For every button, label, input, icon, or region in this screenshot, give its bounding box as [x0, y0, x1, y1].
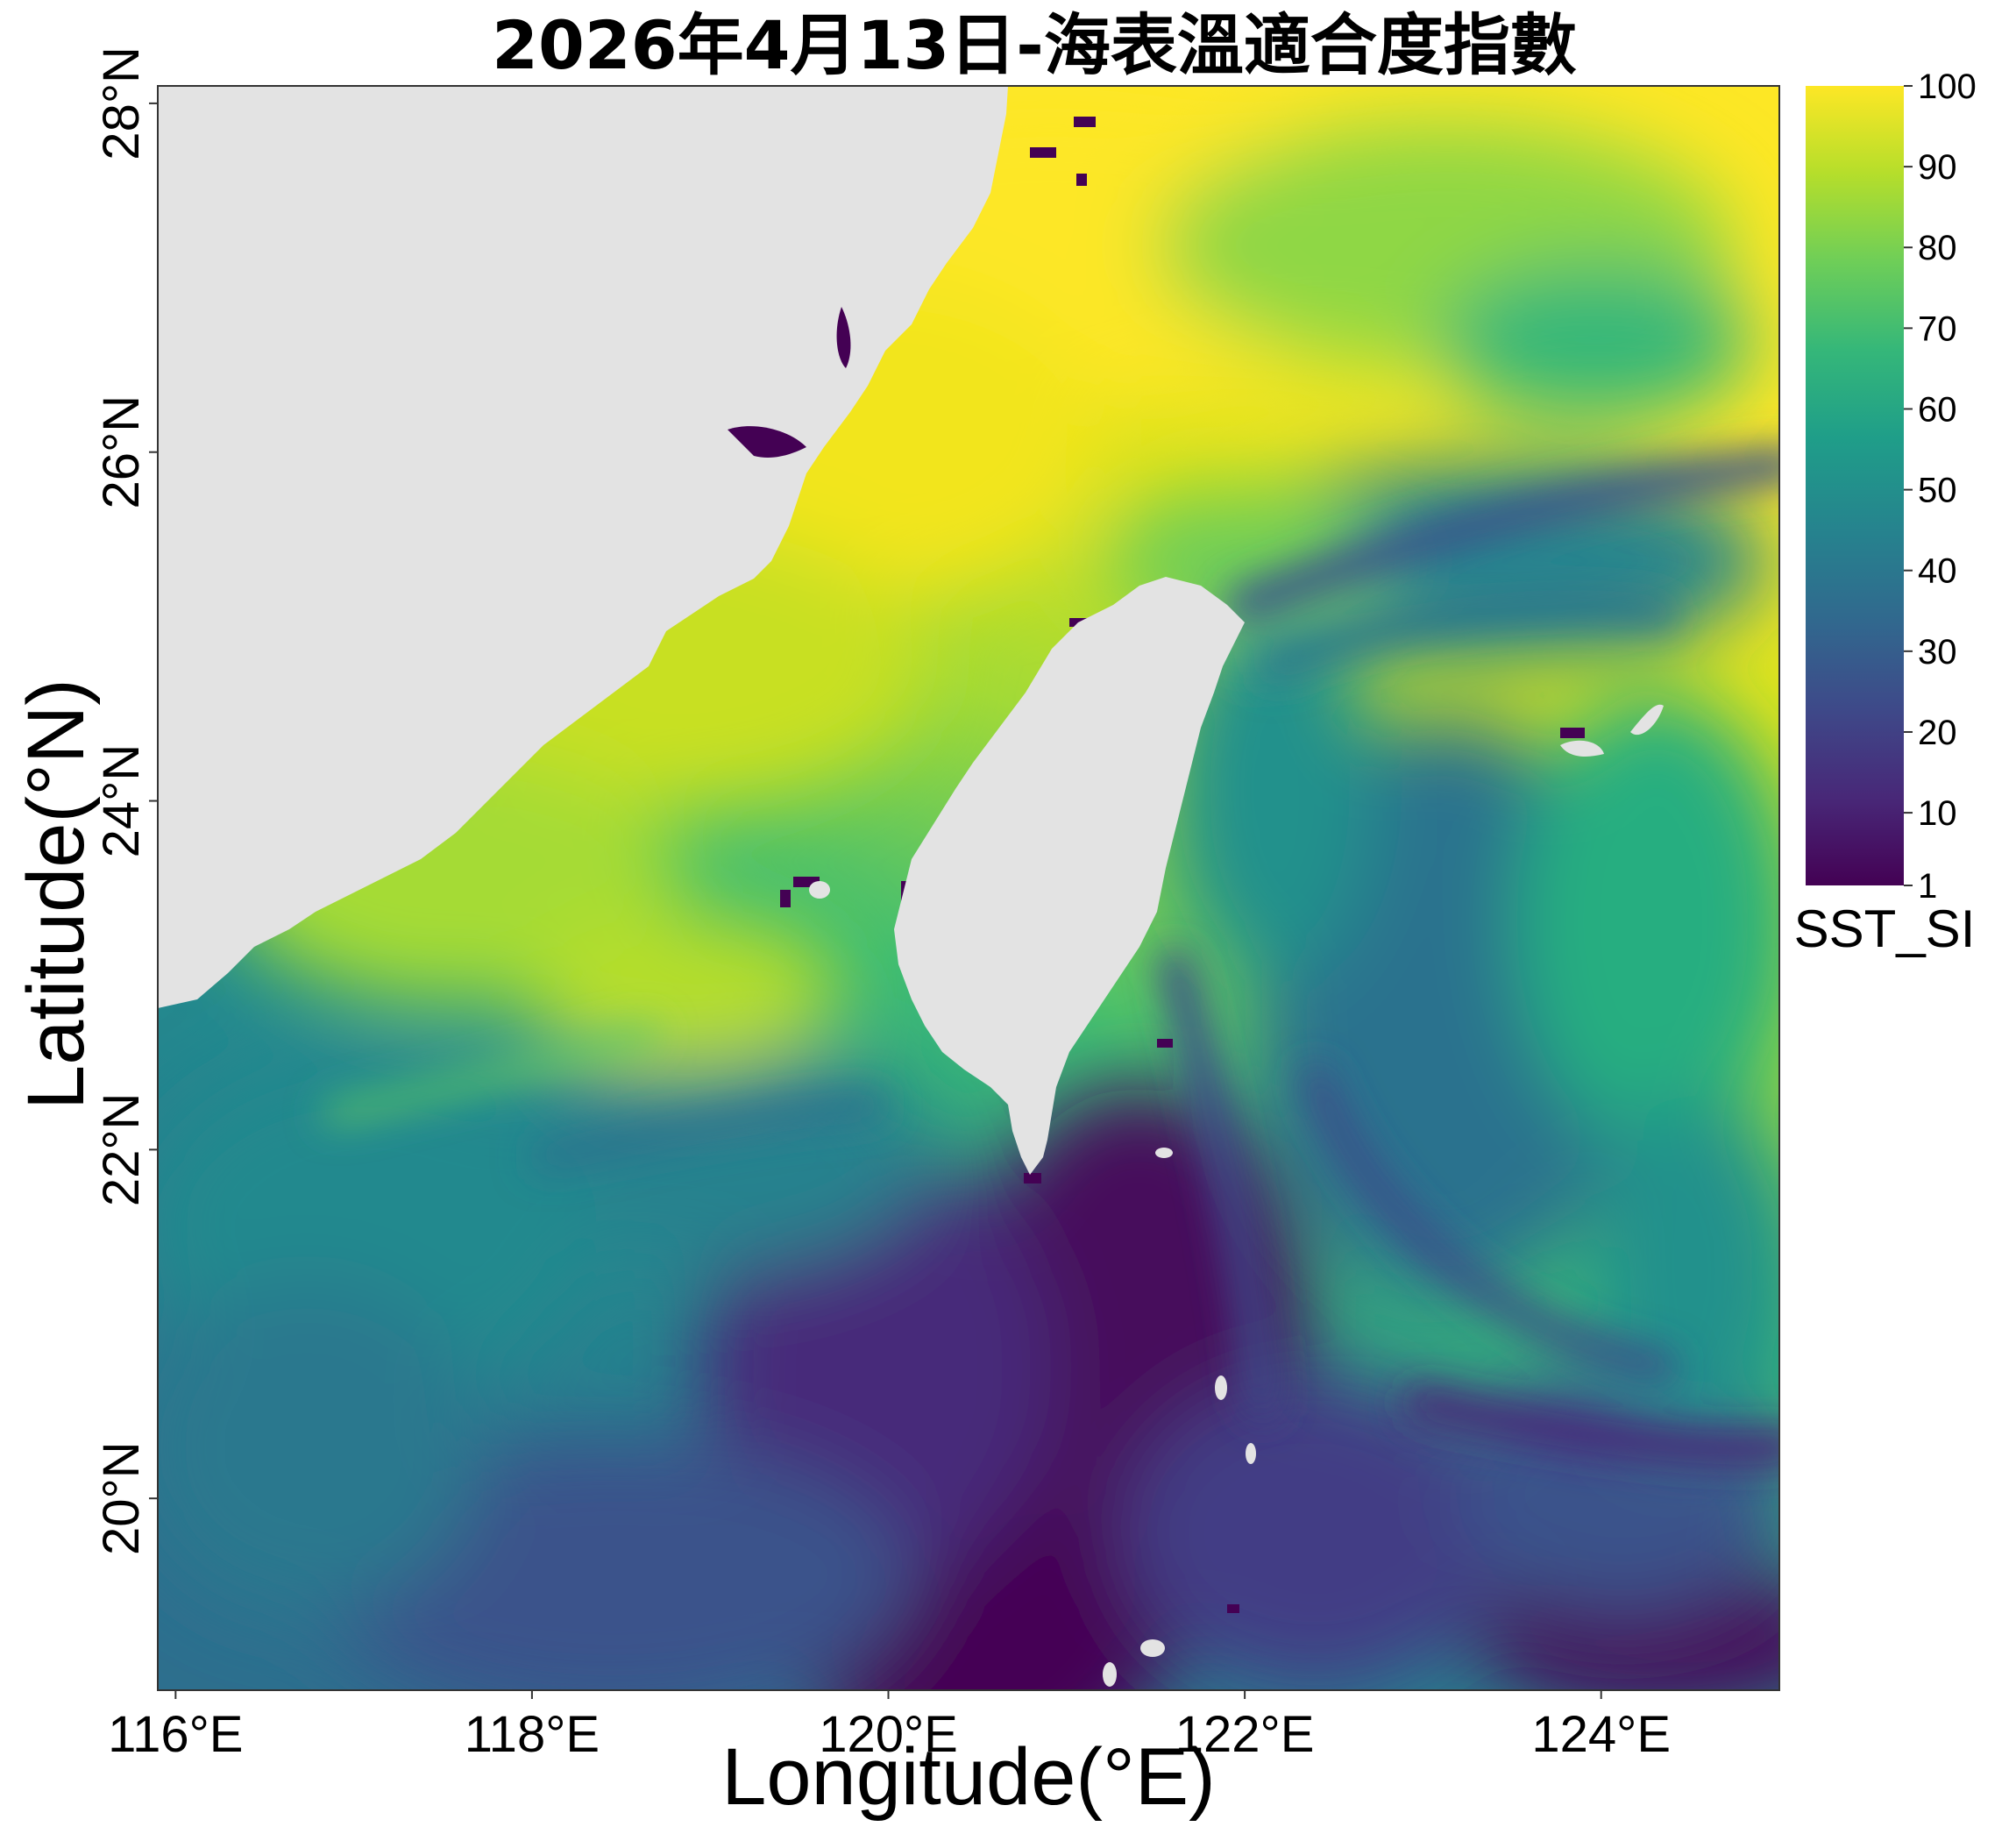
sst-field [158, 88, 1779, 1690]
colorbar-gradient [1806, 86, 1904, 885]
colorbar-ticks: 1 10 20 30 40 50 60 70 80 90 100 [1904, 68, 1977, 906]
mainland-land [158, 86, 1008, 1008]
colorbar: 1 10 20 30 40 50 60 70 80 90 100 SST_SI [1794, 68, 1977, 958]
colorbar-tick-label: 70 [1918, 309, 1957, 348]
map-frame [157, 85, 1780, 1691]
map-title: 2026年4月13日-海表溫適合度指數 [492, 6, 1577, 84]
x-axis-ticks: 116°E 118°E 120°E 122°E 124°E [108, 1690, 1671, 1763]
colorbar-tick-label: 80 [1918, 229, 1957, 267]
colorbar-tick-label: 30 [1918, 633, 1957, 672]
colorbar-tick-label: 40 [1918, 552, 1957, 591]
taiwan-island [894, 577, 1245, 1175]
y-tick-label: 28°N [93, 46, 150, 160]
sst-streaks [323, 448, 1779, 1467]
small-islands [809, 704, 1664, 1687]
colorbar-tick-label: 10 [1918, 794, 1957, 833]
colorbar-tick-label: 60 [1918, 390, 1957, 429]
x-tick-label: 124°E [1531, 1706, 1671, 1763]
y-tick-label: 26°N [93, 395, 150, 509]
colorbar-tick-label: 100 [1918, 68, 1977, 106]
colorbar-tick-label: 50 [1918, 472, 1957, 510]
y-tick-label: 20°N [93, 1441, 150, 1555]
colorbar-tick-label: 90 [1918, 148, 1957, 187]
y-tick-label: 24°N [93, 744, 150, 858]
colorbar-tick-label: 20 [1918, 714, 1957, 752]
x-tick-label: 122°E [1175, 1706, 1315, 1763]
x-axis-label: Longitude(°E) [721, 1732, 1216, 1822]
x-tick-label: 120°E [819, 1706, 958, 1763]
colorbar-title: SST_SI [1794, 899, 1976, 958]
y-axis-ticks: 20°N 22°N 24°N 26°N 28°N [93, 46, 158, 1555]
y-tick-label: 22°N [93, 1093, 150, 1207]
colorbar-tick-label: 1 [1918, 867, 1937, 906]
x-tick-label: 116°E [108, 1706, 243, 1763]
y-axis-label: Latitude(°N) [11, 679, 101, 1110]
map-panel [158, 86, 1779, 1690]
x-tick-label: 118°E [465, 1706, 600, 1763]
